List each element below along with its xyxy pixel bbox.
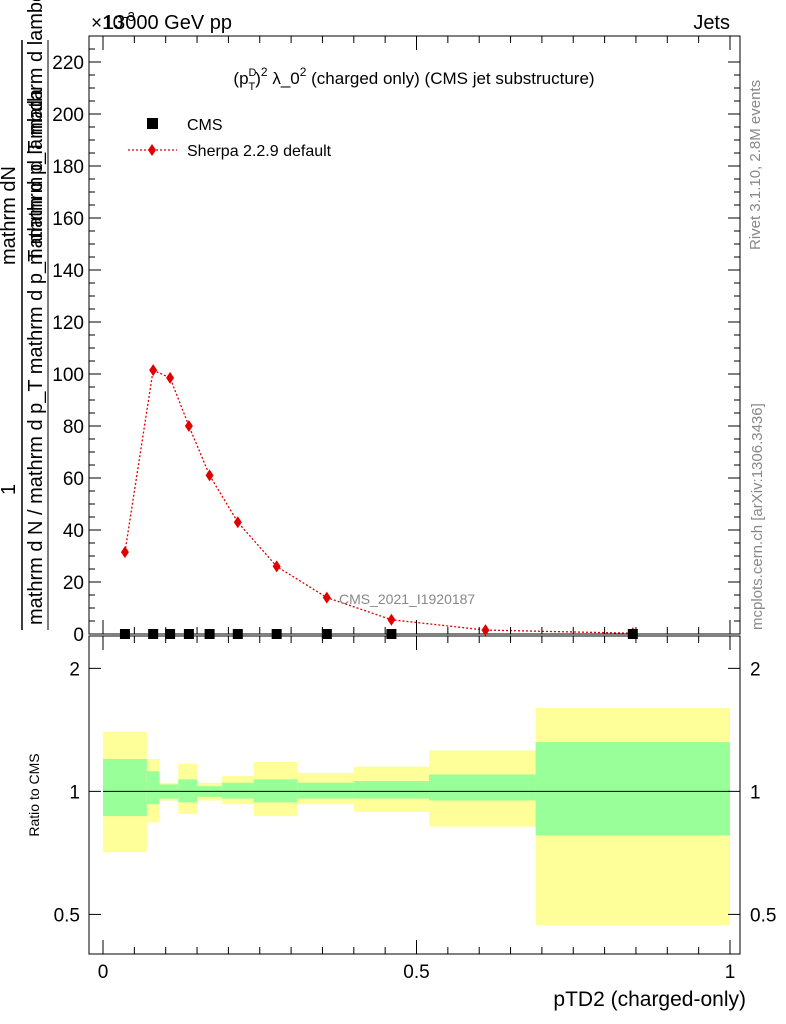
mcplots-label: mcplots.cern.ch [arXiv:1306.3436]	[749, 403, 766, 630]
sherpa-point	[166, 371, 175, 384]
analysis-tag: CMS_2021_I1920187	[339, 591, 475, 607]
ratio-band-inner	[103, 759, 147, 817]
xtick-label: 0	[98, 962, 109, 983]
ratio-band-inner	[353, 781, 430, 799]
ratio-band-inner	[178, 779, 198, 803]
ylabel-top: mathrm dN	[0, 166, 20, 265]
x-axis: 0 0.5 1	[98, 36, 736, 983]
main-ytick-label: 80	[63, 417, 84, 438]
cms-point	[271, 629, 282, 639]
ratio-band-inner	[297, 782, 354, 799]
main-ytick-label: 160	[52, 209, 84, 230]
cms-point	[204, 629, 215, 639]
main-ytick-label: 140	[52, 261, 84, 282]
sherpa-point	[149, 364, 158, 377]
cms-point	[165, 629, 176, 639]
main-ytick-label: 100	[52, 365, 84, 386]
legend-cms-marker	[147, 118, 158, 129]
ratio-band-inner	[146, 771, 160, 805]
main-ticks: 0 20 40 60 80 100 120 140 160 180 200 220	[52, 48, 740, 646]
legend: CMS Sherpa 2.2.9 default	[128, 117, 332, 160]
sherpa-line	[124, 369, 633, 634]
ratio-band-inner	[222, 782, 254, 799]
sherpa-point	[322, 591, 331, 604]
header-right: Jets	[693, 12, 730, 34]
legend-cms-label: CMS	[187, 117, 223, 134]
cms-point	[386, 629, 397, 639]
ratio-ytick-label: 1	[69, 782, 80, 803]
sherpa-point	[120, 546, 129, 559]
ylabel-top-2: mathrm d p_T mathrm d lambda	[25, 0, 47, 265]
sherpa-point	[272, 560, 281, 573]
cms-point	[148, 629, 159, 639]
main-ytick-label: 220	[52, 53, 84, 74]
ratio-ylabel: Ratio to CMS	[26, 753, 42, 836]
ratio-frame	[88, 635, 741, 955]
sherpa-point	[184, 420, 193, 432]
main-ytick-label: 60	[63, 469, 84, 490]
main-ytick-label: 0	[73, 625, 84, 646]
x-axis-label: pTD2 (charged-only)	[553, 988, 746, 1011]
ylabel-bottom: mathrm d N / mathrm d p_T mathrm d p_T m…	[25, 88, 47, 625]
multiplier-label: ×10-3	[91, 9, 135, 34]
cms-point	[321, 629, 332, 639]
xtick-label: 0.5	[403, 962, 429, 983]
main-ylabel: mathrm dN mathrm d p_T mathrm d lambda 1…	[0, 0, 49, 630]
main-ytick-label: 120	[52, 313, 84, 334]
ratio-ytick-label: 2	[69, 659, 80, 680]
cms-point	[183, 629, 194, 639]
ratio-band-inner	[429, 774, 536, 801]
legend-sherpa-marker	[148, 144, 156, 156]
ratio-ytick-label-right: 0.5	[750, 905, 776, 926]
sherpa-point	[387, 613, 396, 626]
xtick-label: 1	[725, 962, 736, 983]
ratio-ytick-label: 0.5	[54, 905, 80, 926]
main-ytick-label: 200	[52, 105, 84, 126]
legend-sherpa-label: Sherpa 2.2.9 default	[187, 143, 332, 160]
sherpa-point	[481, 624, 490, 637]
ratio-ytick-label-right: 2	[750, 659, 761, 680]
main-ytick-label: 20	[63, 573, 84, 594]
sherpa-point	[233, 516, 242, 529]
plot-title: (pD T)2 λ_02 (charged only) (CMS jet subs…	[233, 65, 594, 93]
cms-point	[119, 629, 130, 639]
ratio-bands	[103, 707, 730, 926]
sherpa-point	[205, 469, 214, 482]
main-ytick-label: 40	[63, 521, 84, 542]
ylabel-one: 1	[0, 484, 20, 495]
main-series	[119, 364, 638, 640]
ratio-ytick-label-right: 1	[750, 782, 761, 803]
main-ytick-label: 180	[52, 157, 84, 178]
cms-point	[232, 629, 243, 639]
ratio-band-inner	[253, 779, 298, 803]
cms-point	[627, 629, 638, 639]
header-left: 13000 GeV pp	[103, 12, 232, 34]
ratio-band-inner	[535, 742, 730, 836]
rivet-label: Rivet 3.1.10, 2.8M events	[747, 80, 764, 250]
ratio-ticks: 0.5 0.5 1 1 2 2	[54, 659, 777, 926]
